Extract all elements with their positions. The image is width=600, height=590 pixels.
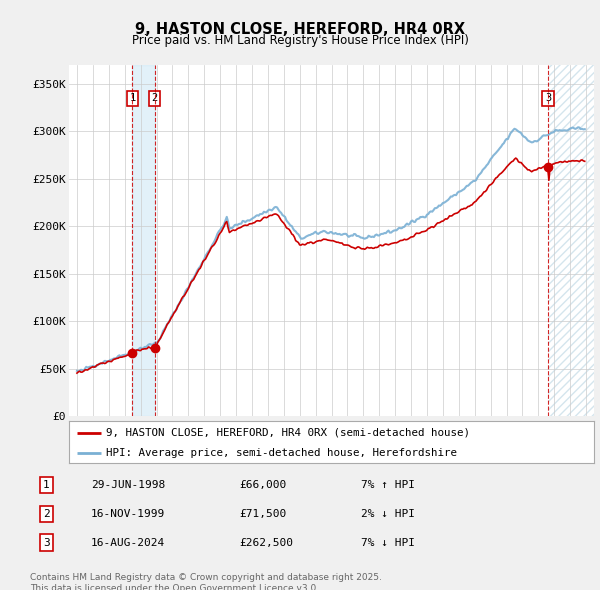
Text: 2% ↓ HPI: 2% ↓ HPI <box>361 509 415 519</box>
Text: £71,500: £71,500 <box>240 509 287 519</box>
Text: 2: 2 <box>43 509 50 519</box>
Text: 16-AUG-2024: 16-AUG-2024 <box>91 537 165 548</box>
Text: 7% ↓ HPI: 7% ↓ HPI <box>361 537 415 548</box>
Text: 9, HASTON CLOSE, HEREFORD, HR4 0RX: 9, HASTON CLOSE, HEREFORD, HR4 0RX <box>135 22 465 37</box>
Text: 2: 2 <box>151 93 158 103</box>
Text: 9, HASTON CLOSE, HEREFORD, HR4 0RX (semi-detached house): 9, HASTON CLOSE, HEREFORD, HR4 0RX (semi… <box>106 428 470 438</box>
Text: 1: 1 <box>43 480 50 490</box>
Text: HPI: Average price, semi-detached house, Herefordshire: HPI: Average price, semi-detached house,… <box>106 448 457 457</box>
Text: 3: 3 <box>545 93 551 103</box>
Text: £66,000: £66,000 <box>240 480 287 490</box>
Bar <box>548 65 594 416</box>
Text: Price paid vs. HM Land Registry's House Price Index (HPI): Price paid vs. HM Land Registry's House … <box>131 34 469 47</box>
Text: 7% ↑ HPI: 7% ↑ HPI <box>361 480 415 490</box>
Text: 16-NOV-1999: 16-NOV-1999 <box>91 509 165 519</box>
Bar <box>133 65 155 416</box>
Text: 1: 1 <box>130 93 136 103</box>
Text: Contains HM Land Registry data © Crown copyright and database right 2025.
This d: Contains HM Land Registry data © Crown c… <box>30 573 382 590</box>
Text: 29-JUN-1998: 29-JUN-1998 <box>91 480 165 490</box>
Bar <box>548 65 594 416</box>
Text: 3: 3 <box>43 537 50 548</box>
Text: £262,500: £262,500 <box>240 537 294 548</box>
